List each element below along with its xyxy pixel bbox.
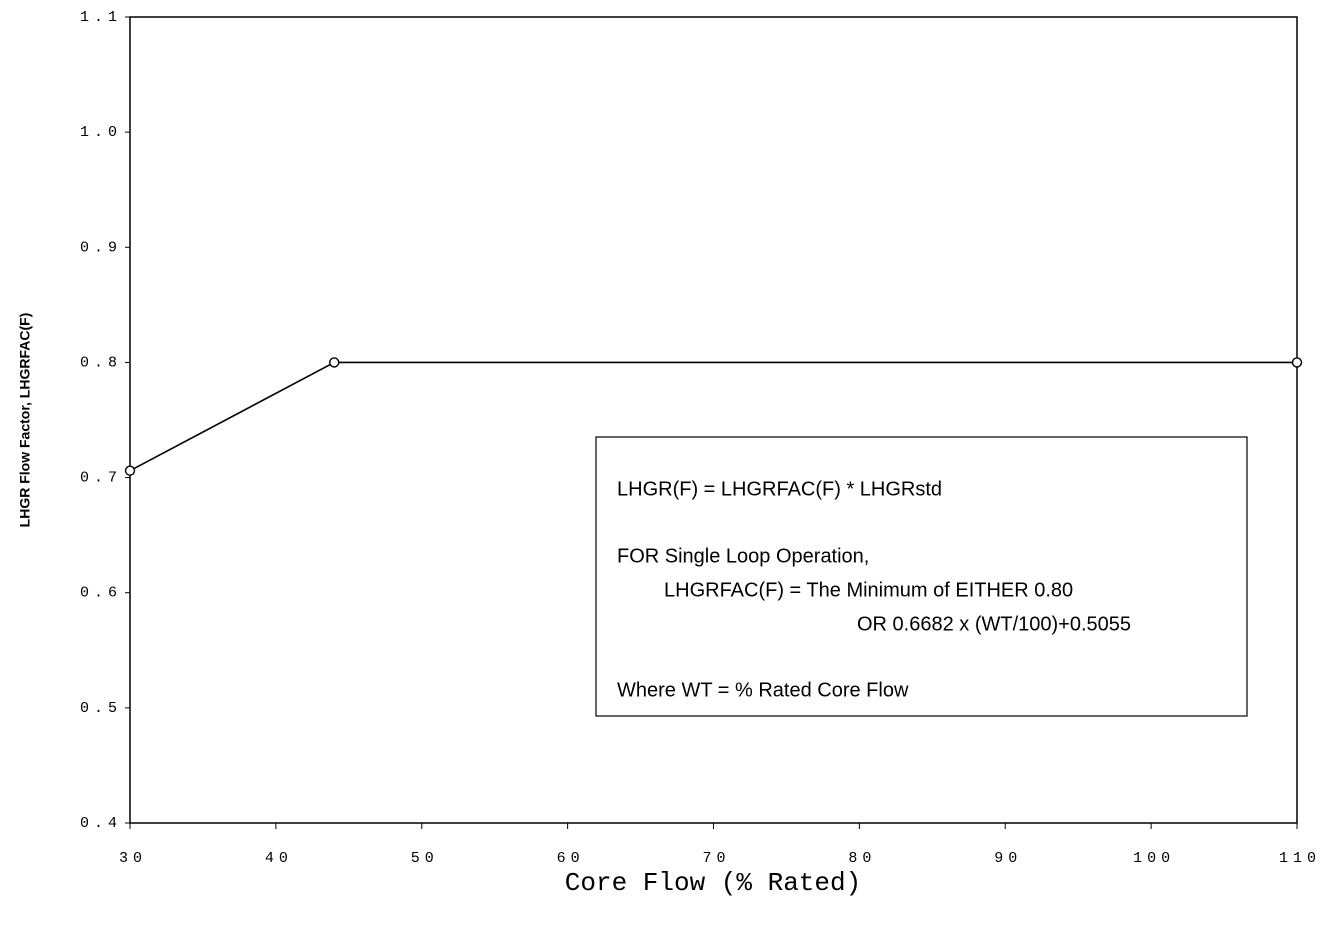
y-tick-label: 0.7: [80, 470, 122, 487]
y-tick-label: 0.4: [80, 815, 122, 832]
x-tick-label: 80: [848, 850, 876, 867]
x-tick-label: 70: [702, 850, 730, 867]
x-tick-label: 60: [557, 850, 585, 867]
annotation: FOR Single Loop Operation,: [617, 545, 869, 567]
annotation: Where WT = % Rated Core Flow: [617, 679, 909, 701]
annotation: OR 0.6682 x (WT/100)+0.5055: [857, 613, 1131, 635]
x-tick-label: 100: [1133, 850, 1175, 867]
data-point: [124, 465, 136, 476]
y-tick-label: 1.1: [80, 9, 122, 26]
y-tick-label: 0.8: [80, 354, 122, 371]
x-tick-label: 110: [1279, 850, 1321, 867]
data-point: [329, 357, 340, 368]
x-axis-label: Core Flow (% Rated): [565, 868, 861, 898]
y-tick-label: 0.6: [80, 585, 122, 602]
x-tick-label: 40: [265, 850, 293, 867]
x-tick-label: 90: [994, 850, 1022, 867]
y-tick-label: 0.5: [80, 700, 122, 717]
data-point: [1291, 357, 1303, 368]
y-tick-label: 1.0: [80, 124, 122, 141]
y-tick-label: 0.9: [80, 239, 122, 256]
x-tick-label: 50: [411, 850, 439, 867]
y-axis-label: LHGR Flow Factor, LHGRFAC(F): [17, 313, 33, 528]
annotation: LHGR(F) = LHGRFAC(F) * LHGRstd: [617, 478, 942, 500]
annotation-box: [595, 436, 1248, 717]
x-tick-label: 30: [119, 850, 147, 867]
annotation: LHGRFAC(F) = The Minimum of EITHER 0.80: [664, 579, 1073, 601]
